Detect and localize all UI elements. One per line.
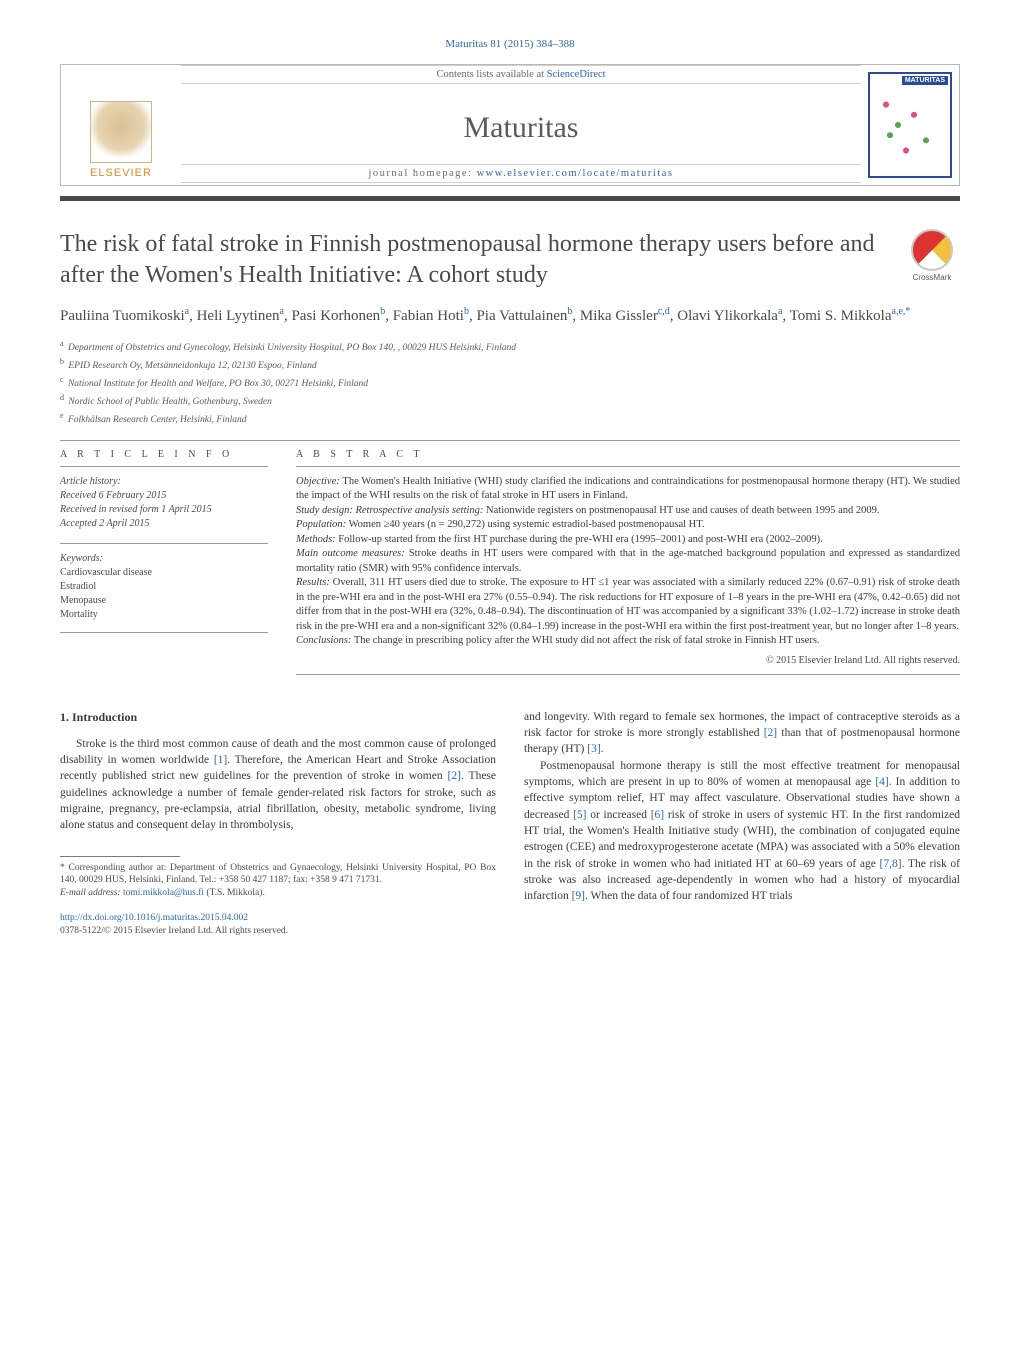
history-block: Article history: Received 6 February 201… [60, 475, 268, 531]
contents-prefix: Contents lists available at [436, 69, 546, 80]
article-info-head: A R T I C L E I N F O [60, 449, 268, 460]
email-line: E-mail address: tomi.mikkola@hus.fi (T.S… [60, 887, 496, 900]
journal-header: ELSEVIER Contents lists available at Sci… [60, 64, 960, 186]
contents-line: Contents lists available at ScienceDirec… [181, 65, 861, 84]
affiliations: a Department of Obstetrics and Gynecolog… [60, 338, 960, 428]
citation-link[interactable]: [2] [764, 727, 777, 739]
intro-para: Stroke is the third most common cause of… [60, 736, 496, 834]
abs-label: Methods: [296, 534, 336, 545]
history-accepted: Accepted 2 April 2015 [60, 518, 150, 529]
corresponding-author: * Corresponding author at: Department of… [60, 862, 496, 888]
header-rule [60, 196, 960, 201]
abs-label: Study design: Retrospective analysis set… [296, 505, 483, 516]
keyword: Estradiol [60, 581, 96, 592]
journal-reference: Maturitas 81 (2015) 384–388 [60, 38, 960, 50]
citation-link[interactable]: [7,8] [880, 858, 902, 870]
cover-label: MATURITAS [902, 76, 948, 85]
citation-link[interactable]: [5] [573, 809, 586, 821]
intro-para: and longevity. With regard to female sex… [524, 709, 960, 758]
email-label: E-mail address: [60, 888, 123, 898]
keyword: Menopause [60, 595, 106, 606]
header-center: Contents lists available at ScienceDirec… [181, 65, 861, 185]
journal-ref-link[interactable]: Maturitas 81 (2015) 384–388 [445, 38, 574, 50]
doi-link[interactable]: http://dx.doi.org/10.1016/j.maturitas.20… [60, 913, 248, 923]
cover-block: MATURITAS [861, 65, 959, 185]
homepage-line: journal homepage: www.elsevier.com/locat… [181, 164, 861, 183]
abs-text: The Women's Health Initiative (WHI) stud… [296, 476, 960, 501]
abstract-copyright: © 2015 Elsevier Ireland Ltd. All rights … [296, 655, 960, 666]
intro-heading: 1. Introduction [60, 709, 496, 726]
author-list: Pauliina Tuomikoskia, Heli Lyytinena, Pa… [60, 305, 960, 328]
abs-text: Overall, 311 HT users died due to stroke… [296, 577, 960, 631]
email-suffix: (T.S. Mikkola). [204, 888, 265, 898]
footnotes: * Corresponding author at: Department of… [60, 862, 496, 900]
footnote-rule [60, 856, 180, 857]
crossmark-icon [911, 229, 953, 271]
divider [60, 466, 268, 467]
citation-link[interactable]: [3] [587, 743, 600, 755]
email-link[interactable]: tomi.mikkola@hus.fi [123, 888, 204, 898]
abs-label: Results: [296, 577, 330, 588]
keywords-label: Keywords: [60, 552, 268, 566]
history-revised: Received in revised form 1 April 2015 [60, 504, 212, 515]
abs-text: The change in prescribing policy after t… [351, 635, 819, 646]
history-label: Article history: [60, 475, 268, 489]
abs-label: Conclusions: [296, 635, 351, 646]
abstract-column: A B S T R A C T Objective: The Women's H… [296, 449, 960, 683]
keywords-block: Keywords: Cardiovascular disease Estradi… [60, 552, 268, 622]
doi-block: http://dx.doi.org/10.1016/j.maturitas.20… [60, 912, 496, 939]
abstract-body: Objective: The Women's Health Initiative… [296, 475, 960, 649]
corr-text: Corresponding author at: Department of O… [60, 863, 496, 886]
history-received: Received 6 February 2015 [60, 490, 166, 501]
publisher-block: ELSEVIER [61, 65, 181, 185]
abs-text: Women ≥40 years (n = 290,272) using syst… [346, 519, 704, 530]
homepage-prefix: journal homepage: [369, 168, 477, 179]
crossmark-badge[interactable]: CrossMark [904, 229, 960, 282]
abs-label: Main outcome measures: [296, 548, 405, 559]
citation-link[interactable]: [2] [448, 770, 461, 782]
abs-label: Objective: [296, 476, 340, 487]
keyword: Mortality [60, 609, 98, 620]
divider [60, 632, 268, 633]
publisher-label: ELSEVIER [90, 167, 152, 179]
crossmark-label: CrossMark [913, 273, 952, 282]
keyword: Cardiovascular disease [60, 567, 152, 578]
intro-text: . When the data of four randomized HT tr… [585, 890, 792, 902]
intro-text: or increased [586, 809, 650, 821]
divider [296, 674, 960, 675]
intro-text: . [601, 743, 604, 755]
journal-cover-icon: MATURITAS [868, 72, 952, 178]
sciencedirect-link[interactable]: ScienceDirect [547, 69, 606, 80]
elsevier-tree-icon [90, 101, 152, 163]
abs-text: Nationwide registers on postmenopausal H… [483, 505, 879, 516]
journal-name: Maturitas [464, 111, 579, 145]
article-info-column: A R T I C L E I N F O Article history: R… [60, 449, 268, 683]
divider [296, 466, 960, 467]
abstract-head: A B S T R A C T [296, 449, 960, 460]
abs-label: Population: [296, 519, 346, 530]
divider [60, 543, 268, 544]
citation-link[interactable]: [6] [651, 809, 664, 821]
divider [60, 440, 960, 441]
issn-line: 0378-5122/© 2015 Elsevier Ireland Ltd. A… [60, 926, 288, 936]
citation-link[interactable]: [1] [214, 754, 227, 766]
citation-link[interactable]: [4] [875, 776, 888, 788]
abs-text: Follow-up started from the first HT purc… [336, 534, 823, 545]
citation-link[interactable]: [9] [572, 890, 585, 902]
corr-star: * [60, 863, 69, 873]
homepage-link[interactable]: www.elsevier.com/locate/maturitas [477, 168, 674, 179]
body-text: 1. Introduction Stroke is the third most… [60, 709, 960, 939]
intro-para: Postmenopausal hormone therapy is still … [524, 758, 960, 905]
article-title: The risk of fatal stroke in Finnish post… [60, 229, 886, 291]
